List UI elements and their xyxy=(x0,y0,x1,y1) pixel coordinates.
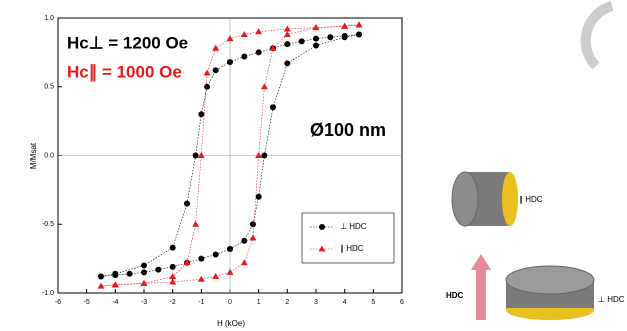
point xyxy=(255,49,262,56)
point xyxy=(255,28,263,35)
point xyxy=(197,275,205,282)
point xyxy=(313,42,319,49)
point xyxy=(198,111,205,118)
field-arrow-head xyxy=(471,254,491,270)
point xyxy=(141,262,147,269)
y-axis-label: M/Msat xyxy=(29,142,38,169)
point xyxy=(192,152,199,159)
cylinder-face xyxy=(451,171,479,227)
point xyxy=(313,35,319,42)
point xyxy=(283,31,291,37)
point xyxy=(240,31,248,37)
y-tick-label: 1.0 xyxy=(44,15,54,22)
diagram: ∥ HDC ⊥ HDC HDC xyxy=(446,171,625,320)
diagram-label: ∥ HDC xyxy=(519,195,543,204)
x-axis-label: H (kOe) xyxy=(217,319,245,328)
point xyxy=(126,270,133,277)
point xyxy=(169,278,177,285)
legend-box xyxy=(301,212,395,264)
x-tick-label: -5 xyxy=(84,299,90,306)
x-tick-label: -3 xyxy=(141,299,147,306)
y-tick-label: 0.5 xyxy=(44,84,54,91)
point xyxy=(192,220,200,227)
point xyxy=(227,246,233,252)
point xyxy=(284,41,291,48)
x-tick-label: -4 xyxy=(112,299,118,306)
x-tick-label: 5 xyxy=(371,299,375,306)
point xyxy=(169,244,176,251)
point xyxy=(169,263,176,270)
point xyxy=(203,69,211,76)
point xyxy=(227,59,233,65)
point xyxy=(355,21,363,28)
annotation: Hc∥ = 1000 Oe xyxy=(67,62,182,81)
point xyxy=(169,273,177,279)
diagram-label: HDC xyxy=(446,291,464,300)
annotation: Ø100 nm xyxy=(310,120,386,140)
point xyxy=(98,273,104,280)
point xyxy=(270,104,276,111)
x-tick-label: 3 xyxy=(314,299,318,306)
point xyxy=(261,152,268,159)
legend-marker xyxy=(319,224,325,230)
x-tick-label: 6 xyxy=(400,299,404,306)
point xyxy=(204,83,211,90)
point xyxy=(240,259,248,266)
y-tick-label: -1.0 xyxy=(42,290,54,297)
point xyxy=(197,152,205,158)
cylinder-face xyxy=(505,265,595,295)
point xyxy=(327,34,334,41)
cylinder-rim xyxy=(502,172,518,226)
point xyxy=(255,193,262,200)
y-tick-label: 0.0 xyxy=(44,152,54,159)
x-tick-label: -2 xyxy=(170,299,176,306)
legend-marker xyxy=(318,245,326,252)
point xyxy=(212,251,219,258)
point xyxy=(112,272,119,279)
point xyxy=(97,282,105,289)
point xyxy=(255,152,263,158)
point xyxy=(111,281,119,288)
point xyxy=(241,237,248,244)
point xyxy=(183,259,191,266)
x-tick-label: 4 xyxy=(343,299,347,306)
point xyxy=(341,22,349,29)
legend-label: ∥ HDC xyxy=(340,244,364,253)
point xyxy=(212,67,219,74)
point xyxy=(141,269,147,276)
point xyxy=(312,24,320,31)
point xyxy=(140,279,148,286)
legend-label: ⊥ HDC xyxy=(340,222,367,231)
point xyxy=(198,255,205,262)
point xyxy=(284,60,291,67)
decoration-arc xyxy=(580,1,614,70)
point xyxy=(356,31,362,38)
point xyxy=(249,234,257,241)
point xyxy=(260,83,268,90)
x-tick-label: -1 xyxy=(198,299,204,306)
point xyxy=(226,268,234,275)
field-arrow xyxy=(476,268,486,320)
point xyxy=(298,38,305,45)
point xyxy=(241,53,248,60)
point xyxy=(269,44,277,51)
point xyxy=(283,25,291,32)
x-tick-label: 2 xyxy=(285,299,289,306)
x-tick-label: 0 xyxy=(228,299,232,306)
point xyxy=(341,34,348,41)
x-tick-label: -6 xyxy=(55,299,61,306)
point xyxy=(226,35,234,42)
x-tick-label: 1 xyxy=(257,299,261,306)
point xyxy=(212,273,220,279)
point xyxy=(184,200,190,207)
point xyxy=(155,266,162,273)
y-tick-label: -0.5 xyxy=(42,221,54,228)
point xyxy=(212,44,220,51)
point xyxy=(249,221,256,228)
annotation: Hc⊥ = 1200 Oe xyxy=(67,33,188,52)
diagram-label: ⊥ HDC xyxy=(598,295,625,304)
